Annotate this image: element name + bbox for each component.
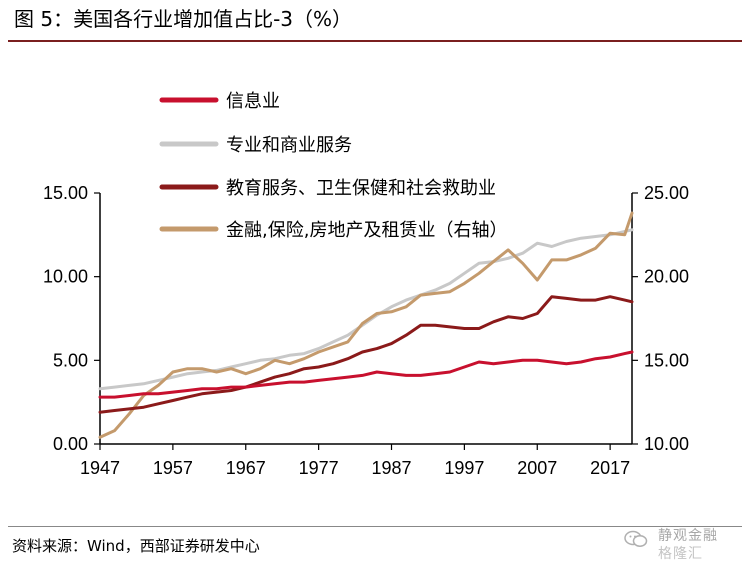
source-note: 资料来源：Wind，西部证券研发中心	[12, 537, 260, 555]
y-right-tick-label: 15.00	[644, 350, 689, 370]
x-tick-label: 1947	[80, 458, 120, 478]
y-left-tick-label: 5.00	[53, 350, 88, 370]
chart-axes: 0.00 5.00 10.00 15.00 10.00 15.00 20.00 25.00 19…	[43, 183, 689, 478]
y-left-tick-label: 0.00	[53, 434, 88, 454]
y-left-tick-label: 15.00	[43, 183, 88, 203]
wechat-icon	[624, 530, 648, 547]
watermark-line2: 格隆汇	[658, 546, 703, 562]
y-right-tick-label: 20.00	[644, 267, 689, 287]
chart-legend: 信息业专业和商业服务教育服务、卫生保健和社会救助业金融,保险,房地产及租赁业（右…	[159, 91, 507, 241]
x-tick-label: 1977	[299, 458, 339, 478]
y-right-tick-label: 25.00	[644, 183, 689, 203]
series-line-2	[98, 295, 634, 414]
chart-title: 图 5：美国各行业增加值占比-3（%）	[14, 7, 353, 31]
footer-divider	[8, 526, 742, 527]
legend-label-0: 信息业	[226, 91, 280, 112]
series-line-1	[98, 228, 634, 391]
x-tick-label: 1987	[371, 458, 411, 478]
x-tick-label: 2017	[590, 458, 630, 478]
x-tick-label: 1997	[444, 458, 484, 478]
y-left-tick-label: 10.00	[43, 267, 88, 287]
legend-label-3: 金融,保险,房地产及租赁业（右轴）	[226, 220, 507, 241]
y-right-tick-label: 10.00	[644, 434, 689, 454]
x-tick-label: 1957	[153, 458, 193, 478]
watermark: 静观金融 格隆汇	[620, 524, 746, 562]
chart-lines	[98, 211, 634, 439]
legend-label-1: 专业和商业服务	[226, 135, 352, 156]
title-divider	[8, 40, 742, 42]
x-tick-label: 1967	[226, 458, 266, 478]
series-line-3	[98, 211, 634, 439]
watermark-line1: 静观金融	[658, 528, 718, 544]
series-line-0	[98, 350, 634, 399]
legend-label-2: 教育服务、卫生保健和社会救助业	[226, 178, 496, 199]
x-tick-label: 2007	[517, 458, 557, 478]
